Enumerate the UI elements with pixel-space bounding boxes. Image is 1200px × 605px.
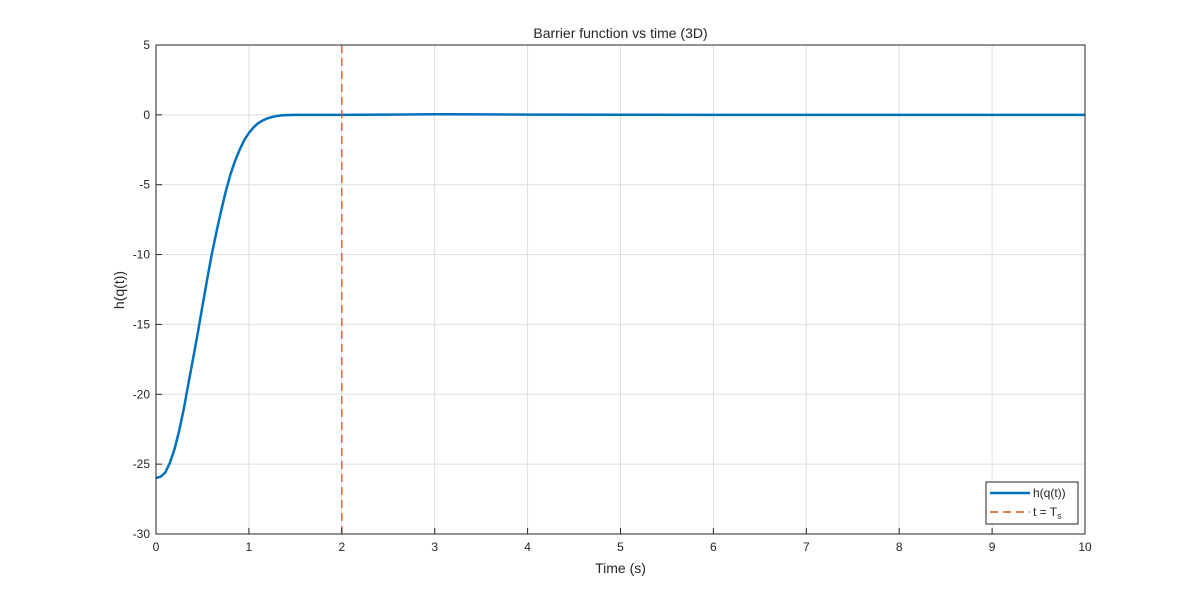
legend-label-h: h(q(t)) <box>1033 486 1066 500</box>
plot <box>155 45 1085 534</box>
y-tick-label: -25 <box>133 457 151 471</box>
y-tick-label: -30 <box>133 527 151 541</box>
y-tick-label: 5 <box>143 38 150 52</box>
x-tick-label: 7 <box>803 540 810 554</box>
x-tick-label: 5 <box>617 540 624 554</box>
series-line-h <box>155 113 1085 480</box>
y-tick-label: -5 <box>139 178 150 192</box>
legend: h(q(t)) t = Ts <box>985 481 1079 525</box>
x-axis-label: Time (s) <box>595 560 646 576</box>
legend-box <box>985 481 1079 525</box>
x-tick-label: 10 <box>1078 540 1092 554</box>
x-tick-label: 4 <box>524 540 531 554</box>
x-tick-label: 2 <box>338 540 345 554</box>
x-tick-label: 3 <box>431 540 438 554</box>
y-axis-label: h(q(t)) <box>111 271 127 309</box>
y-tick-label: -20 <box>133 387 151 401</box>
x-tick-label: 6 <box>710 540 717 554</box>
y-tick-label: 0 <box>143 108 150 122</box>
y-tick-label: -10 <box>133 248 151 262</box>
ticks: 0 1 2 3 4 5 6 7 8 9 10 -30 -25 -20 -15 -10 -5 0 5 <box>133 38 1092 554</box>
chart-title: Barrier function vs time (3D) <box>533 25 707 41</box>
x-tick-label: 8 <box>896 540 903 554</box>
x-tick-label: 0 <box>153 540 160 554</box>
legend-label-ts-subscript: s <box>1057 511 1062 521</box>
legend-label-ts: t = Ts <box>1033 505 1062 521</box>
x-tick-label: 9 <box>989 540 996 554</box>
legend-label-ts-main: t = T <box>1033 505 1058 519</box>
x-tick-label: 1 <box>246 540 253 554</box>
y-tick-label: -15 <box>133 317 151 331</box>
